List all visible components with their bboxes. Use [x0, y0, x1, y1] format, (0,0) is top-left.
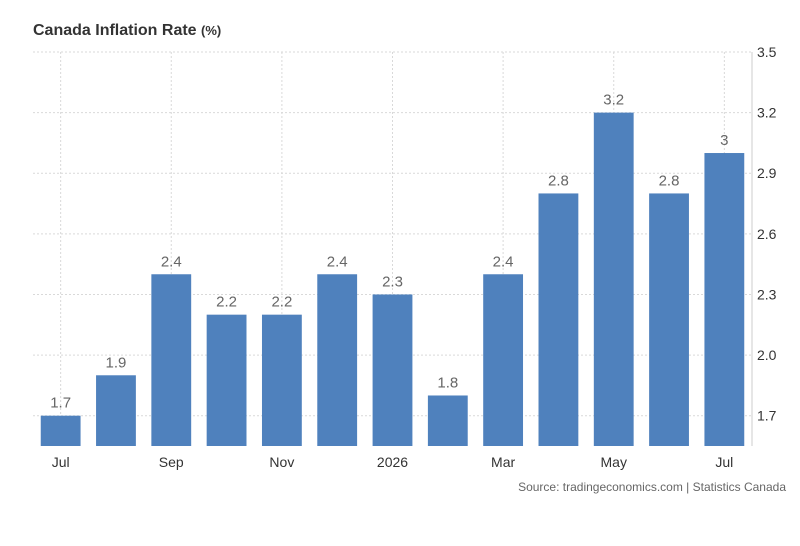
bar [151, 274, 192, 446]
chart-title: Canada Inflation Rate (%) [33, 22, 221, 40]
chart-source: Source: tradingeconomics.com | Statistic… [518, 480, 786, 494]
y-tick-label: 2.0 [757, 347, 777, 363]
x-tick-label: Nov [269, 454, 294, 470]
data-label: 2.2 [271, 294, 292, 311]
x-tick-label: May [601, 454, 627, 470]
bar [372, 294, 413, 446]
bar [704, 153, 745, 446]
bar [206, 314, 247, 446]
bar [261, 314, 302, 446]
data-label: 2.3 [382, 273, 403, 290]
y-tick-label: 2.3 [757, 286, 777, 302]
data-label: 3.2 [603, 92, 624, 109]
bar [538, 193, 579, 446]
y-tick-label: 2.9 [757, 165, 777, 181]
y-tick-label: 1.7 [757, 408, 777, 424]
bar [427, 395, 468, 446]
data-label: 1.8 [437, 374, 458, 391]
bar [593, 112, 634, 446]
bar [40, 415, 81, 446]
data-label: 2.8 [548, 172, 569, 189]
data-label: 2.8 [659, 172, 680, 189]
x-tick-label: Jul [52, 454, 70, 470]
x-tick-label: Mar [491, 454, 515, 470]
y-tick-label: 3.5 [757, 44, 777, 60]
bar [483, 274, 524, 446]
data-label: 2.4 [493, 253, 514, 270]
bar [317, 274, 358, 446]
chart-title-text: Canada Inflation Rate [33, 22, 197, 39]
x-tick-label: Jul [715, 454, 733, 470]
data-label: 2.2 [216, 294, 237, 311]
data-label: 2.4 [161, 253, 182, 270]
bar [649, 193, 689, 446]
x-tick-label: 2026 [377, 454, 408, 470]
chart-title-unit: (%) [201, 23, 222, 38]
bar [96, 375, 136, 446]
y-tick-label: 3.2 [757, 105, 777, 121]
y-tick-label: 2.6 [757, 226, 777, 242]
data-label: 1.7 [50, 395, 71, 412]
x-tick-label: Sep [159, 454, 184, 470]
data-label: 1.9 [106, 354, 127, 371]
data-label: 2.4 [327, 253, 348, 270]
data-label: 3 [720, 132, 728, 149]
